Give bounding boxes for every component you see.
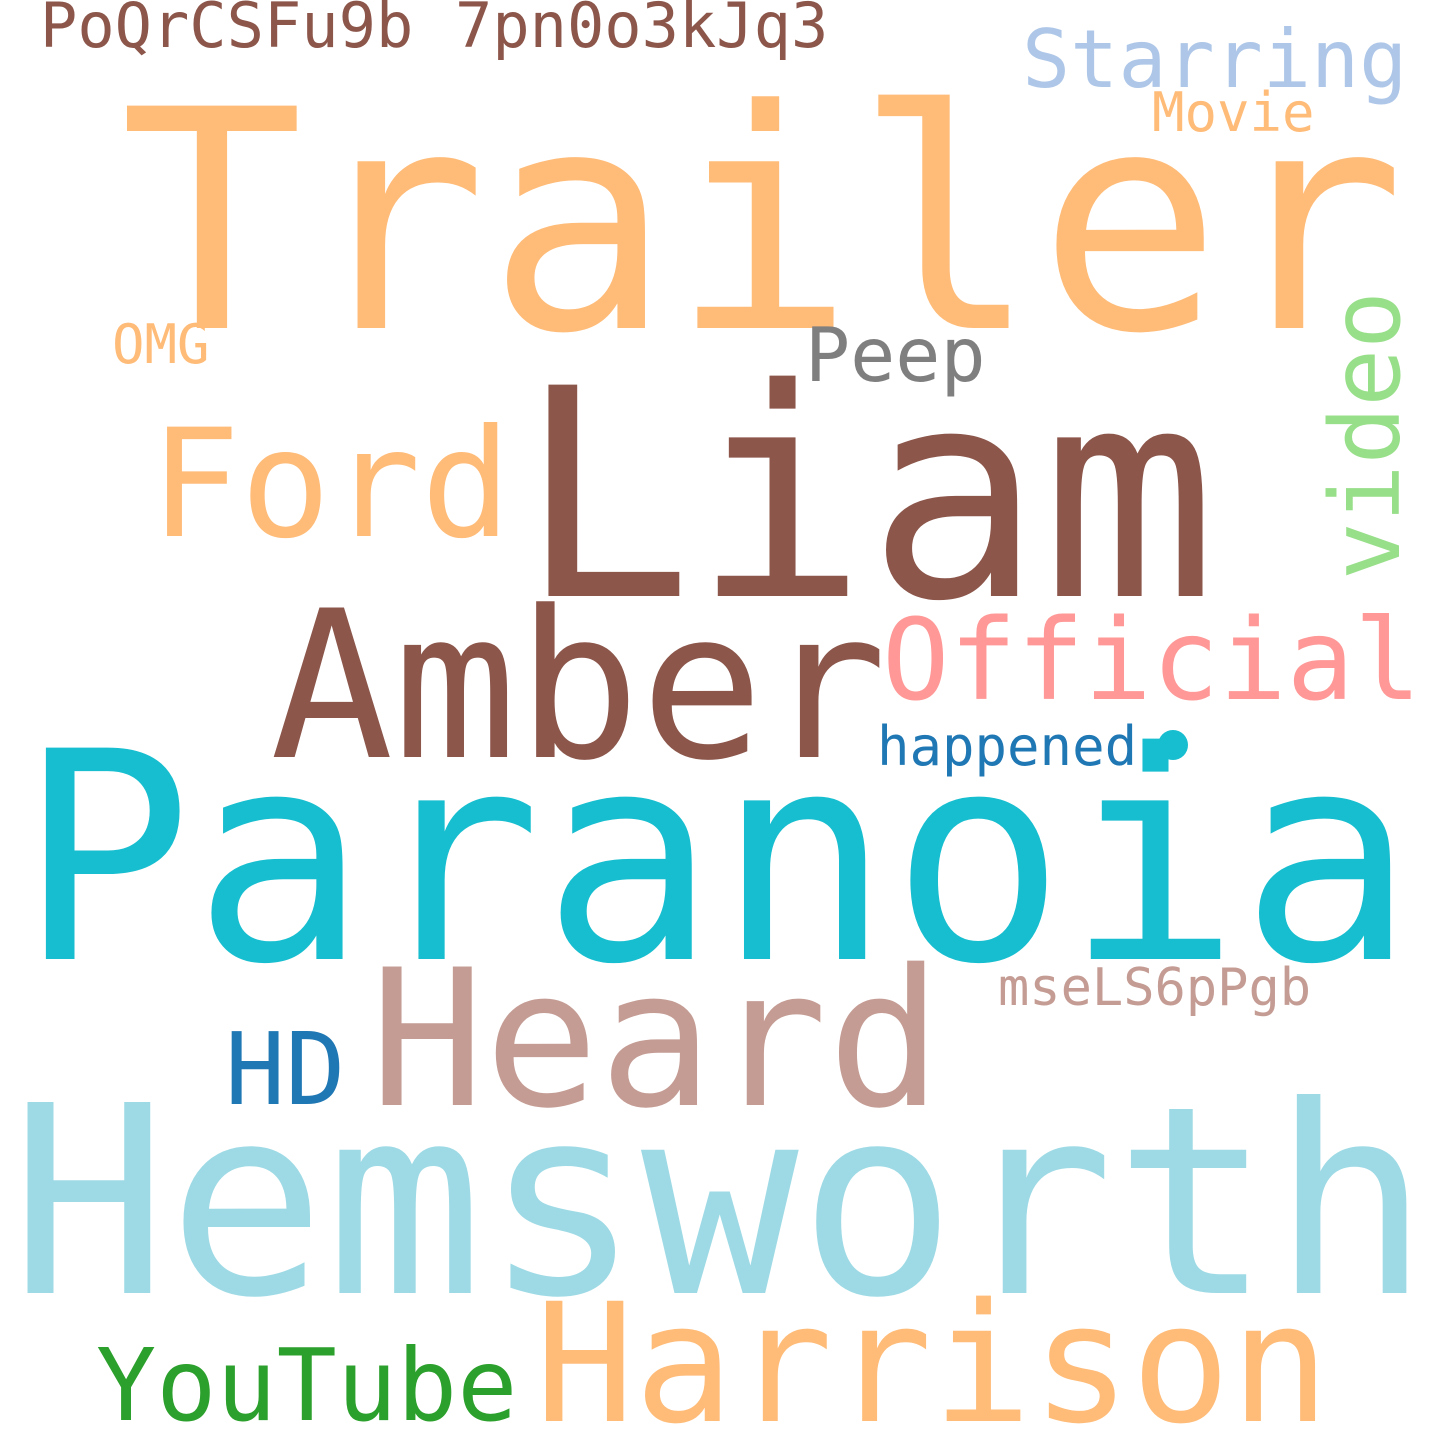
word-official: Official — [882, 596, 1422, 726]
word-liam: Liam — [518, 328, 1217, 665]
word-video: video — [1310, 291, 1422, 580]
word-poqr: PoQrCSFu9b — [40, 0, 414, 62]
word-heard: Heard — [370, 929, 942, 1150]
word-paranoia: Paranoia — [18, 691, 1415, 1028]
word-youtube: YouTube — [96, 1327, 518, 1440]
word-movie: Movie — [1152, 81, 1315, 144]
word-hd: HD — [225, 1011, 346, 1128]
word-happened: happened — [877, 715, 1138, 778]
word-omg: OMG — [112, 313, 210, 376]
word-starring: Starring — [1022, 13, 1408, 106]
word-peep: Peep — [805, 311, 986, 399]
word-harrison: Harrison — [535, 1268, 1330, 1440]
word-hemsworth: Hemsworth — [10, 1050, 1430, 1355]
word-7pn: 7pn0o3kJq3 — [455, 0, 829, 62]
word-amber: Amber — [270, 568, 888, 806]
dot-mark — [1158, 730, 1188, 760]
word-msel: mseLS6pPgb — [998, 958, 1312, 1018]
word-trailer: Trailer — [120, 45, 1406, 400]
word-ford: Ford — [150, 398, 512, 572]
